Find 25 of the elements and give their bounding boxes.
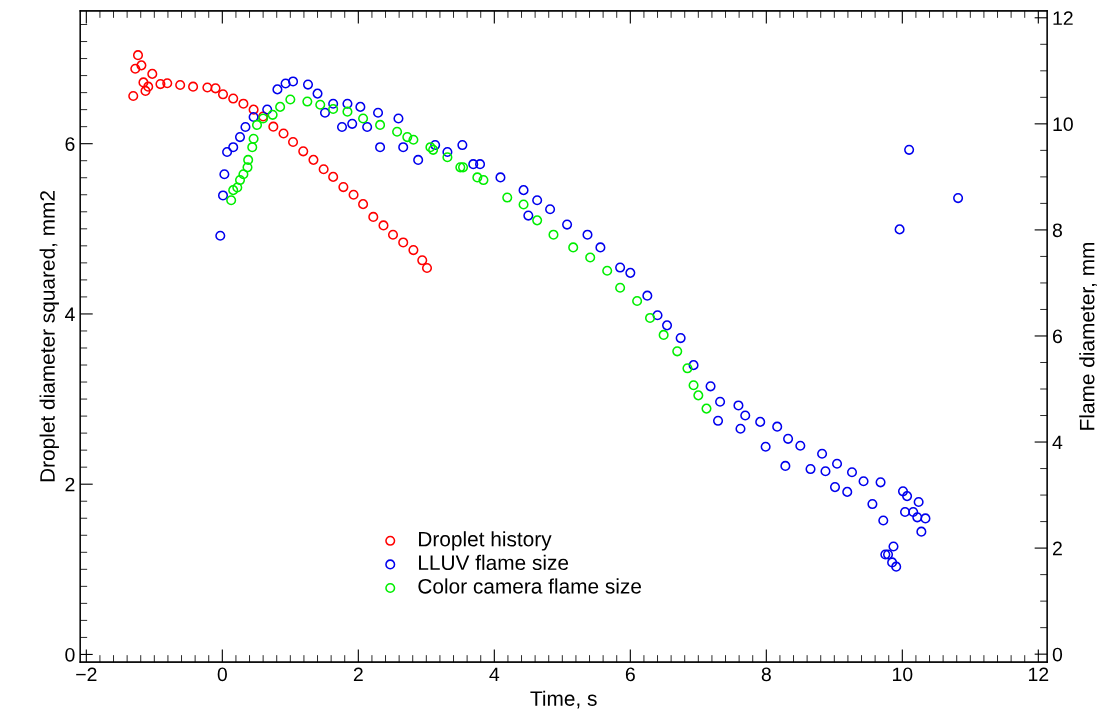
y2-tick-label: 8 — [1052, 223, 1062, 238]
legend-label: LLUV flame size — [419, 554, 569, 571]
x-tick-label: 0 — [217, 667, 227, 682]
y2-tick-label: 2 — [1053, 541, 1062, 556]
y-tick-label: 4 — [64, 307, 75, 321]
x-tick-label: 8 — [761, 667, 771, 682]
y2-tick-label: 10 — [1053, 117, 1073, 132]
x-axis-title: Time, s — [530, 690, 597, 709]
x-tick-label: 4 — [489, 667, 500, 682]
x-tick-label: 6 — [625, 667, 635, 682]
y-tick-label: 6 — [65, 137, 75, 151]
y-axis-title: Droplet diameter squared, mm2 — [39, 191, 59, 482]
x-tick-label: 2 — [353, 667, 363, 682]
x-tick-label: −2 — [76, 667, 97, 682]
y-tick-label: 0 — [65, 647, 75, 662]
y2-tick-label: 6 — [1053, 329, 1062, 344]
legend-label: Droplet history — [419, 531, 552, 551]
y2-axis-title: Flame diameter, mm — [1079, 242, 1097, 430]
y-tick-label: 2 — [65, 477, 75, 492]
y2-tick-label: 12 — [1053, 11, 1073, 25]
legend-label: Color camera flame size — [418, 578, 642, 594]
x-tick-label: 10 — [892, 667, 913, 682]
y2-tick-label: 4 — [1052, 435, 1063, 450]
y2-tick-label: 0 — [1052, 647, 1063, 662]
x-tick-label: 12 — [1028, 667, 1049, 682]
